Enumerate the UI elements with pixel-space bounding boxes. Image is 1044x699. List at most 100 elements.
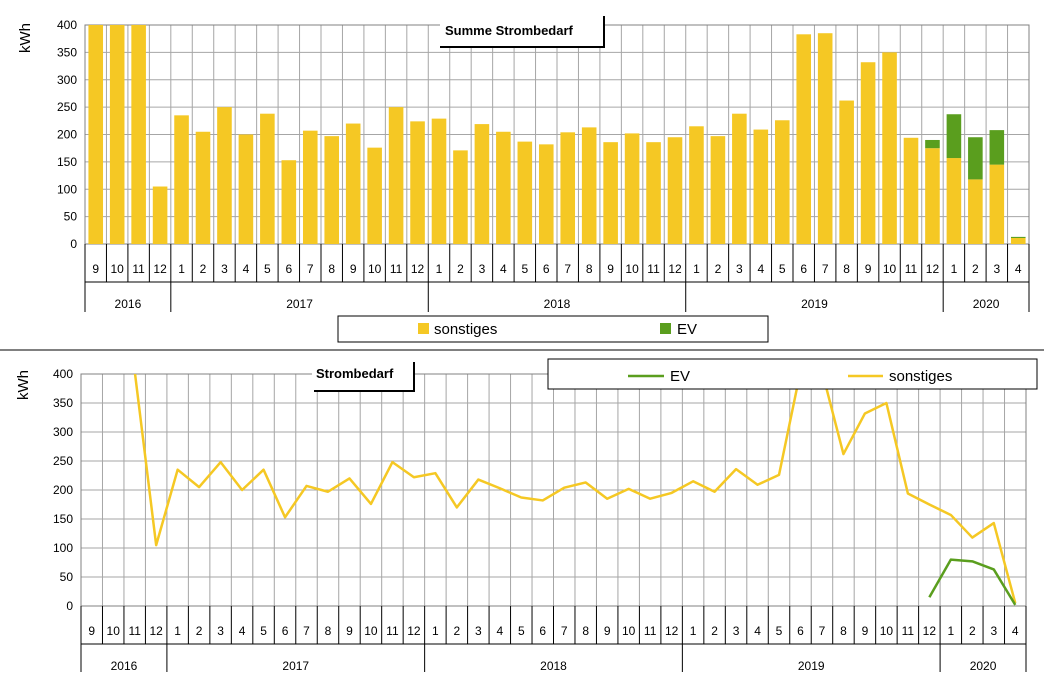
bar-sonstiges	[345, 123, 361, 244]
legend-label-sonstiges: sonstiges	[889, 368, 952, 385]
top-legend: sonstiges EV	[337, 315, 769, 343]
month-tick-label: 5	[264, 262, 271, 276]
month-tick-label: 2	[715, 262, 722, 276]
y-tick-label: 300	[57, 73, 77, 87]
month-tick-label: 7	[564, 262, 571, 276]
bar-sonstiges	[989, 164, 1005, 244]
month-tick-label: 12	[926, 262, 940, 276]
y-tick-label: 150	[57, 155, 77, 169]
month-tick-label: 6	[539, 624, 546, 638]
bar-sonstiges	[324, 136, 340, 244]
bar-sonstiges	[1010, 237, 1026, 244]
month-tick-label: 10	[364, 624, 378, 638]
month-tick-label: 5	[518, 624, 525, 638]
line-ev	[928, 558, 1017, 606]
bottom-lines	[133, 374, 1017, 606]
bar-sonstiges	[560, 132, 576, 244]
legend-label-ev: EV	[677, 321, 697, 338]
month-tick-label: 3	[733, 624, 740, 638]
y-tick-label: 100	[53, 541, 73, 555]
month-tick-label: 4	[1015, 262, 1022, 276]
month-tick-label: 10	[880, 624, 894, 638]
month-tick-label: 11	[132, 262, 145, 276]
top-title-bg	[440, 16, 604, 47]
month-tick-label: 3	[479, 262, 486, 276]
y-tick-label: 400	[57, 18, 77, 32]
bottom-title-bg	[312, 362, 414, 392]
month-tick-label: 10	[111, 262, 125, 276]
bar-sonstiges	[710, 136, 726, 244]
bar-sonstiges	[774, 120, 790, 244]
y-tick-label: 350	[53, 396, 73, 410]
bar-sonstiges	[217, 107, 232, 244]
month-tick-label: 10	[622, 624, 636, 638]
bar-sonstiges	[903, 137, 919, 244]
bar-sonstiges	[152, 186, 168, 244]
y-tick-label: 200	[53, 483, 73, 497]
bar-sonstiges	[538, 144, 554, 244]
month-tick-label: 12	[668, 262, 682, 276]
month-tick-label: 10	[107, 624, 121, 638]
year-label: 2020	[970, 659, 997, 673]
month-tick-label: 2	[972, 262, 979, 276]
month-tick-label: 8	[586, 262, 593, 276]
month-tick-label: 7	[561, 624, 568, 638]
month-tick-label: 9	[607, 262, 614, 276]
month-tick-label: 11	[644, 624, 657, 638]
month-tick-label: 9	[92, 262, 99, 276]
bar-sonstiges	[174, 115, 189, 245]
month-tick-label: 1	[174, 624, 181, 638]
month-tick-label: 8	[582, 624, 589, 638]
month-tick-label: 2	[969, 624, 976, 638]
month-tick-label: 12	[411, 262, 425, 276]
bar-sonstiges	[131, 25, 146, 244]
month-tick-label: 2	[196, 624, 203, 638]
month-tick-label: 9	[350, 262, 357, 276]
bar-sonstiges	[517, 141, 533, 244]
month-tick-label: 10	[625, 262, 639, 276]
month-tick-label: 6	[797, 624, 804, 638]
month-tick-label: 12	[665, 624, 679, 638]
line-sonstiges	[133, 374, 1017, 604]
year-label: 2017	[286, 297, 313, 311]
month-tick-label: 1	[690, 624, 697, 638]
month-tick-label: 1	[178, 262, 185, 276]
bar-sonstiges	[581, 127, 597, 244]
y-tick-label: 250	[57, 100, 77, 114]
month-tick-label: 12	[153, 262, 167, 276]
top-grid	[84, 24, 1030, 245]
month-tick-label: 6	[543, 262, 550, 276]
bar-sonstiges	[946, 158, 962, 244]
bar-sonstiges	[689, 126, 704, 244]
y-tick-label: 300	[53, 425, 73, 439]
bar-sonstiges	[925, 148, 940, 244]
month-tick-label: 8	[325, 624, 332, 638]
month-tick-label: 12	[407, 624, 421, 638]
month-tick-label: 2	[711, 624, 718, 638]
y-tick-label: 50	[60, 570, 74, 584]
bar-sonstiges	[667, 137, 683, 244]
bar-ev	[989, 130, 1005, 165]
month-tick-label: 2	[457, 262, 464, 276]
month-tick-label: 2	[454, 624, 461, 638]
month-tick-label: 4	[239, 624, 246, 638]
month-tick-label: 11	[128, 624, 141, 638]
month-tick-label: 4	[496, 624, 503, 638]
month-tick-label: 12	[923, 624, 937, 638]
month-tick-label: 3	[736, 262, 743, 276]
month-tick-label: 3	[993, 262, 1000, 276]
bar-ev	[968, 137, 983, 180]
month-tick-label: 7	[303, 624, 310, 638]
bar-sonstiges	[732, 113, 747, 244]
month-tick-label: 10	[368, 262, 382, 276]
bar-sonstiges	[302, 130, 318, 244]
top-legend-box	[337, 315, 769, 343]
top-title-box: Summe Strombedarf	[440, 16, 605, 48]
bar-sonstiges	[238, 134, 254, 244]
bar-sonstiges	[882, 52, 897, 244]
bottom-legend-box	[547, 358, 1038, 390]
legend-swatch-sonstiges	[418, 323, 429, 334]
bar-sonstiges	[388, 107, 404, 244]
